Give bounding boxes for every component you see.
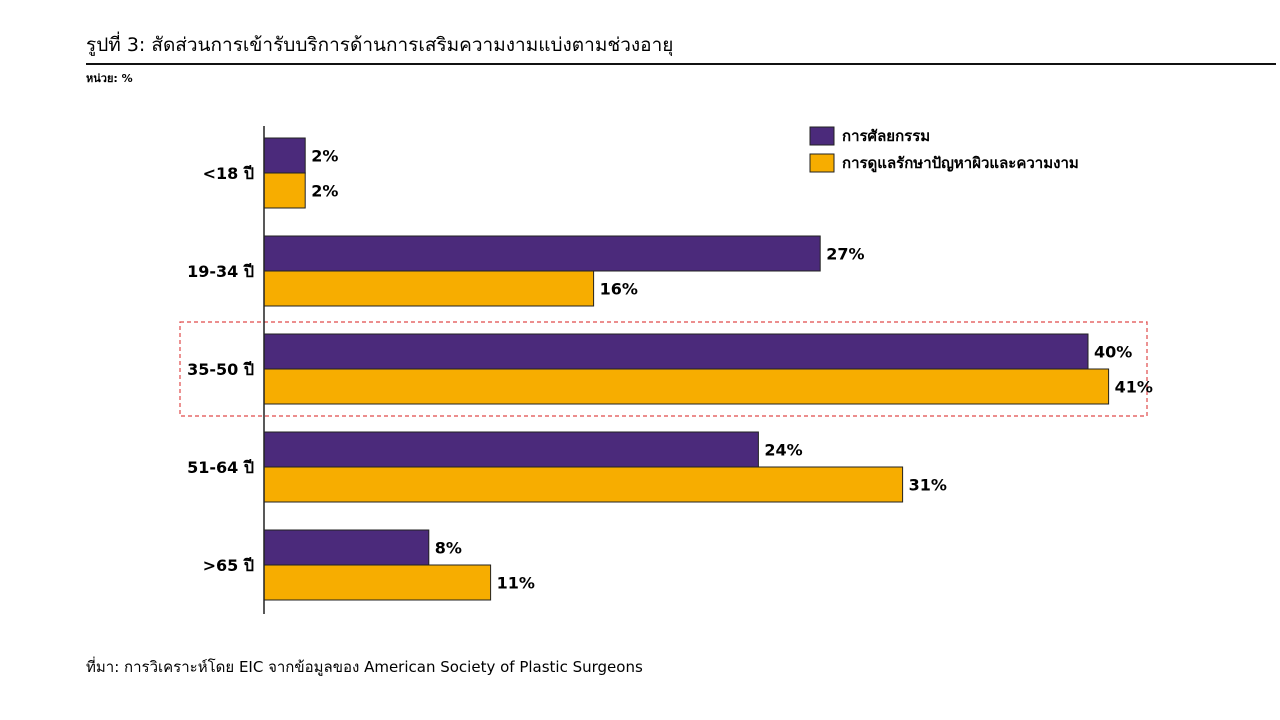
bar-skincare	[263, 270, 595, 307]
legend-label: การศัลยกรรม	[842, 127, 930, 145]
data-label: 2%	[311, 147, 338, 166]
data-label: 40%	[1094, 343, 1132, 362]
figure-title: รูปที่ 3: สัดส่วนการเข้ารับบริการด้านการ…	[86, 34, 674, 56]
bar-surgery	[263, 529, 430, 566]
legend-swatch	[809, 126, 835, 146]
highlight-box	[179, 321, 1148, 417]
legend-label: การดูแลรักษาปัญหาผิวและความงาม	[842, 154, 1079, 173]
bar-skincare	[263, 368, 1110, 405]
data-label: 8%	[435, 539, 462, 558]
data-label: 31%	[909, 476, 947, 495]
bar-surgery	[263, 431, 759, 468]
data-label: 2%	[311, 182, 338, 201]
title-divider	[86, 63, 1276, 65]
category-label: <18 ปี	[203, 164, 254, 183]
category-label: >65 ปี	[203, 556, 254, 575]
bar-skincare	[263, 466, 904, 503]
data-label: 11%	[497, 574, 535, 593]
data-label: 27%	[826, 245, 864, 264]
source-note: ที่มา: การวิเคราะห์โดย EIC จากข้อมูลของ …	[86, 658, 643, 676]
data-label: 41%	[1115, 378, 1153, 397]
bar-skincare	[263, 172, 306, 209]
category-label: 19-34 ปี	[187, 262, 254, 281]
bar-skincare	[263, 564, 492, 601]
category-label: 35-50 ปี	[187, 360, 254, 379]
data-label: 16%	[600, 280, 638, 299]
category-label: 51-64 ปี	[187, 458, 254, 477]
bar-surgery	[263, 333, 1089, 370]
unit-label: หน่วย: %	[86, 72, 133, 85]
bar-surgery	[263, 137, 306, 174]
bar-surgery	[263, 235, 821, 272]
data-label: 24%	[764, 441, 802, 460]
legend-swatch	[809, 153, 835, 173]
